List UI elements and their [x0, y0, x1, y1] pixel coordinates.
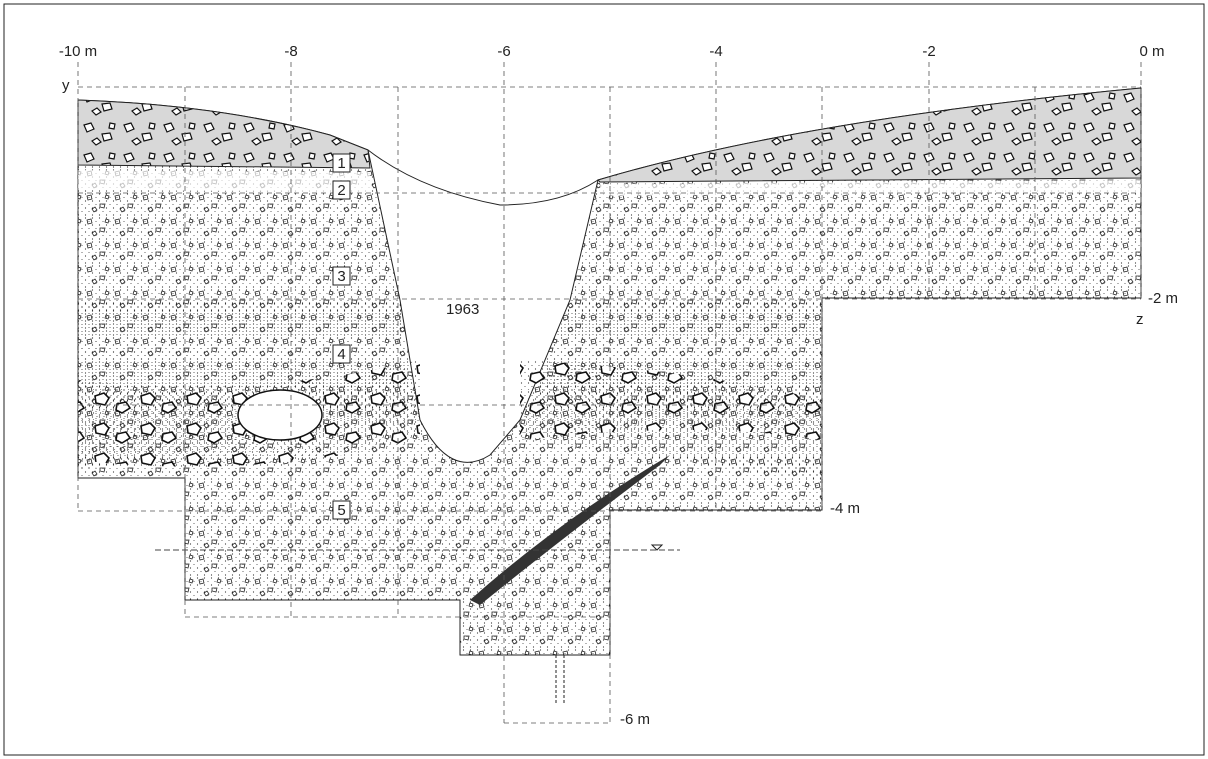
- x-label: -10 m: [59, 43, 97, 60]
- layer-label: 1: [337, 155, 345, 172]
- dark-lens: [470, 455, 670, 605]
- y-label: y: [62, 77, 70, 94]
- x-label: -8: [284, 43, 297, 60]
- layer-label: 4: [337, 346, 345, 363]
- depth-label: -2 m: [1148, 290, 1178, 307]
- grid: [77, 62, 1142, 724]
- depth-label: -6 m: [620, 711, 650, 728]
- layer-label: 2: [337, 182, 345, 199]
- x-label: -2: [922, 43, 935, 60]
- depth-label: -4 m: [830, 500, 860, 517]
- z-label: z: [1136, 311, 1144, 328]
- x-label: -4: [709, 43, 722, 60]
- layer-label: 5: [337, 502, 345, 519]
- boulder: [237, 389, 323, 441]
- shaft: [555, 655, 565, 705]
- layer-labels: 1 2 3 4 5: [332, 153, 351, 520]
- water-mark: [650, 544, 664, 551]
- trench-label: 1963: [446, 301, 479, 318]
- 1963-trench-top: [367, 149, 599, 206]
- x-label: -6: [497, 43, 510, 60]
- layer-label: 3: [337, 268, 345, 285]
- x-label: 0 m: [1139, 43, 1164, 60]
- frame: [3, 3, 1205, 756]
- cobble-layer: [78, 360, 822, 467]
